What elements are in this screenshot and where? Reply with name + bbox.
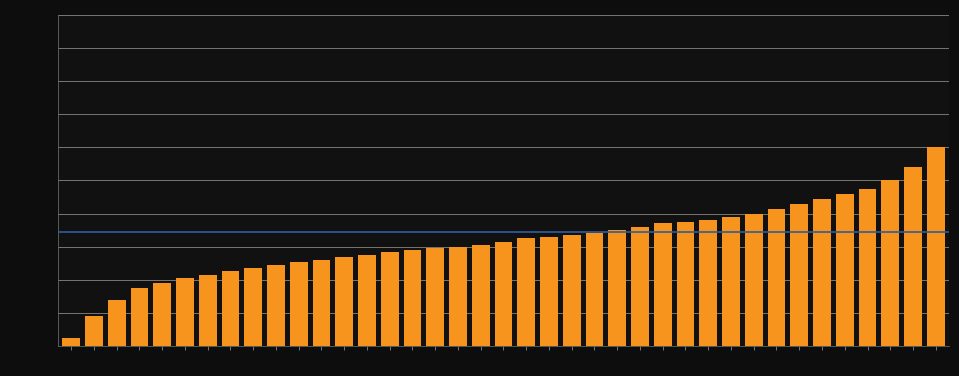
Bar <box>767 209 785 346</box>
Bar <box>540 237 558 346</box>
Bar <box>153 283 171 346</box>
Bar <box>130 288 149 346</box>
Bar <box>858 189 877 346</box>
Bar <box>517 238 535 346</box>
Bar <box>199 275 217 346</box>
Bar <box>222 271 240 346</box>
Bar <box>336 256 353 346</box>
Bar <box>699 220 717 346</box>
Bar <box>245 268 262 346</box>
Bar <box>427 248 444 346</box>
Bar <box>176 278 194 346</box>
Bar <box>927 147 945 346</box>
Bar <box>654 223 671 346</box>
Bar <box>563 235 580 346</box>
Bar <box>790 204 808 346</box>
Bar <box>677 222 694 346</box>
Bar <box>495 242 512 346</box>
Bar <box>85 316 103 346</box>
Bar <box>745 214 762 346</box>
Bar <box>268 265 285 346</box>
Bar <box>472 245 490 346</box>
Bar <box>290 262 308 346</box>
Bar <box>836 194 854 346</box>
Bar <box>358 255 376 346</box>
Bar <box>722 217 739 346</box>
Bar <box>586 233 603 346</box>
Bar <box>107 300 126 346</box>
Bar <box>813 199 830 346</box>
Bar <box>904 167 922 346</box>
Bar <box>449 247 467 346</box>
Bar <box>631 227 649 346</box>
Bar <box>62 338 80 346</box>
Bar <box>313 260 330 346</box>
Bar <box>404 250 421 346</box>
Bar <box>881 180 900 346</box>
Bar <box>608 230 626 346</box>
Bar <box>381 252 399 346</box>
